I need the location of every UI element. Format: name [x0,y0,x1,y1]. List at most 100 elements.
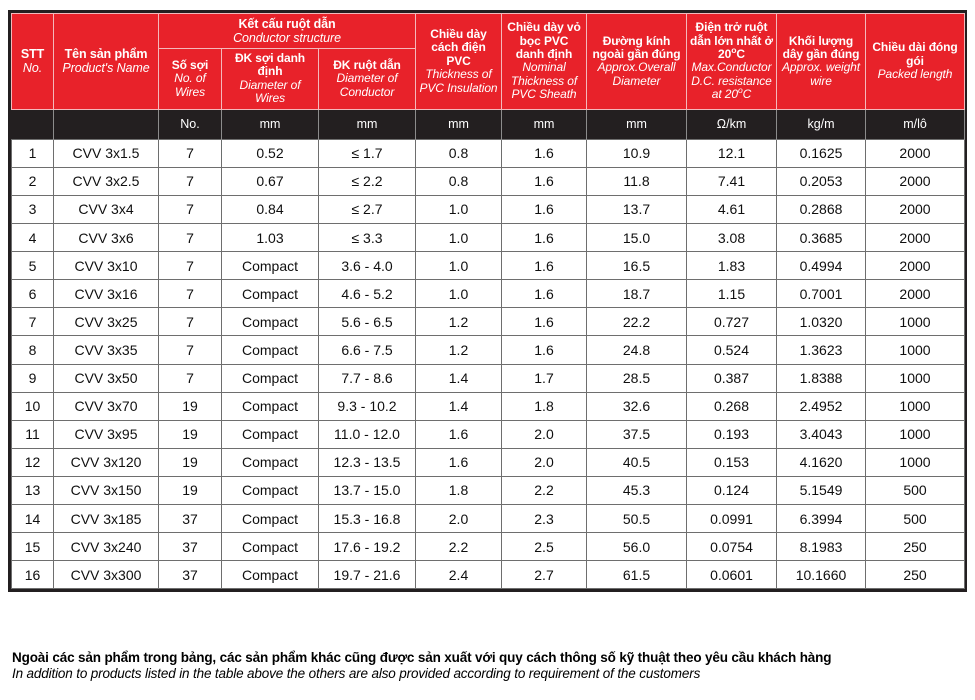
table-body: 1 CVV 3x1.5 7 0.52 ≤ 1.7 0.8 1.6 10.9 12.1 0.1625… [11,138,965,590]
cell-pvc-sheath: 1.6 [501,194,587,225]
cell-weight: 0.2868 [776,194,866,225]
cell-product-name: CVV 3x35 [53,335,159,365]
cell-weight: 6.3994 [776,503,866,534]
cell-product-name: CVV 3x2.5 [53,166,159,196]
cell-packed-length: 2000 [865,194,965,225]
cell-overall-diameter: 10.9 [586,138,687,168]
cell-stt: 1 [11,138,54,168]
header-dc-resistance-vn: Điện trở ruột dẫn lớn nhất ở 20oC [689,20,774,61]
cell-packed-length: 1000 [865,335,965,365]
cell-weight: 1.3623 [776,335,866,365]
header-no-of-wires-en: No. of Wires [174,71,206,99]
cell-stt: 7 [11,307,54,337]
cable-specification-table: STT No. Tên sản phẩm Product's Name Kết … [8,10,967,593]
cell-diameter-of-wires: Compact [221,560,319,590]
cell-diameter-of-wires: 0.67 [221,166,319,196]
cell-no-of-wires: 7 [158,194,222,225]
cell-weight: 0.1625 [776,138,866,168]
cell-packed-length: 250 [865,560,965,590]
cell-product-name: CVV 3x4 [53,194,159,225]
cell-pvc-sheath: 1.8 [501,391,587,421]
table-row: 13 CVV 3x150 19 Compact 13.7 - 15.0 1.8 2.2 45.… [11,475,965,505]
cell-dc-resistance: 0.124 [686,475,777,505]
cell-packed-length: 1000 [865,391,965,421]
cell-stt: 16 [11,560,54,590]
cell-no-of-wires: 7 [158,335,222,365]
cell-no-of-wires: 37 [158,532,222,562]
header-dc-resistance-en-suffix: C [742,87,752,102]
cell-weight: 0.4994 [776,251,866,281]
cell-stt: 2 [11,166,54,196]
cell-product-name: CVV 3x10 [53,251,159,281]
cell-no-of-wires: 19 [158,447,222,477]
cell-diameter-of-wires: Compact [221,335,319,365]
cell-diameter-of-wires: Compact [221,391,319,421]
header-stt-vn: STT [20,47,45,62]
cell-stt: 14 [11,503,54,534]
unit-dc-resistance: Ω/km [686,109,777,140]
cell-weight: 5.1549 [776,475,866,505]
cell-pvc-sheath: 1.6 [501,307,587,337]
cell-dc-resistance: 7.41 [686,166,777,196]
cell-overall-diameter: 28.5 [586,363,687,393]
cell-packed-length: 2000 [865,223,965,253]
cell-no-of-wires: 7 [158,307,222,337]
cell-stt: 15 [11,532,54,562]
cell-stt: 9 [11,363,54,393]
cell-no-of-wires: 7 [158,279,222,309]
cell-pvc-insulation: 1.0 [415,251,502,281]
cell-pvc-insulation: 2.0 [415,503,502,534]
cell-pvc-insulation: 1.4 [415,391,502,421]
cell-pvc-sheath: 1.6 [501,335,587,365]
header-row-sub: Số sợi No. of Wires ĐK sợi danh định Dia… [12,48,965,110]
unit-overall-diameter: mm [586,109,687,140]
cell-no-of-wires: 7 [158,251,222,281]
header-weight: Khối lượng dây gần đúng Approx. weight w… [776,13,866,110]
header-weight-vn: Khối lượng dây gần đúng [782,33,860,61]
units-row: No. mm mm mm mm mm Ω/km kg/m m/lô [11,109,965,140]
table-row: 1 CVV 3x1.5 7 0.52 ≤ 1.7 0.8 1.6 10.9 12.1 0.1625… [11,138,965,168]
table-row: 16 CVV 3x300 37 Compact 19.7 - 21.6 2.4 2.7 61.… [11,560,965,590]
cell-no-of-wires: 7 [158,363,222,393]
cell-dc-resistance: 0.268 [686,391,777,421]
cell-pvc-insulation: 0.8 [415,138,502,168]
cell-pvc-sheath: 2.5 [501,532,587,562]
cell-diameter-of-wires: Compact [221,251,319,281]
cell-stt: 6 [11,279,54,309]
cell-stt: 3 [11,194,54,225]
cell-product-name: CVV 3x70 [53,391,159,421]
header-pvc-sheath-vn: Chiều dày vỏ bọc PVC danh định [507,20,581,61]
cell-diameter-of-conductor: 5.6 - 6.5 [318,307,416,337]
header-weight-en: Approx. weight wire [782,60,860,88]
cell-packed-length: 1000 [865,307,965,337]
cell-diameter-of-conductor: 9.3 - 10.2 [318,391,416,421]
cell-pvc-insulation: 2.4 [415,560,502,590]
cell-no-of-wires: 37 [158,560,222,590]
cell-overall-diameter: 45.3 [586,475,687,505]
cell-product-name: CVV 3x1.5 [53,138,159,168]
cell-diameter-of-conductor: 12.3 - 13.5 [318,447,416,477]
header-stt: STT No. [11,13,54,110]
header-diameter-of-wires-en: Diameter of Wires [239,77,301,106]
unit-pvc-insulation: mm [415,109,502,140]
cell-pvc-insulation: 1.6 [415,419,502,449]
cell-overall-diameter: 16.5 [586,251,687,281]
header-diameter-of-wires: ĐK sợi danh định Diameter of Wires [221,48,319,110]
cell-product-name: CVV 3x120 [53,447,159,477]
cell-diameter-of-conductor: 4.6 - 5.2 [318,279,416,309]
header-packed-length: Chiều dài đóng gói Packed length [865,13,965,110]
cell-stt: 8 [11,335,54,365]
cell-weight: 4.1620 [776,447,866,477]
cell-product-name: CVV 3x300 [53,560,159,590]
header-dc-resistance-vn-text: Điện trở ruột dẫn lớn nhất ở 20 [690,20,773,61]
cell-diameter-of-wires: Compact [221,503,319,534]
cell-diameter-of-wires: Compact [221,279,319,309]
cell-overall-diameter: 56.0 [586,532,687,562]
cell-product-name: CVV 3x6 [53,223,159,253]
cell-product-name: CVV 3x16 [53,279,159,309]
cell-overall-diameter: 18.7 [586,279,687,309]
cell-overall-diameter: 37.5 [586,419,687,449]
cell-pvc-sheath: 1.6 [501,166,587,196]
header-product-name: Tên sản phẩm Product's Name [53,13,159,110]
cell-product-name: CVV 3x150 [53,475,159,505]
